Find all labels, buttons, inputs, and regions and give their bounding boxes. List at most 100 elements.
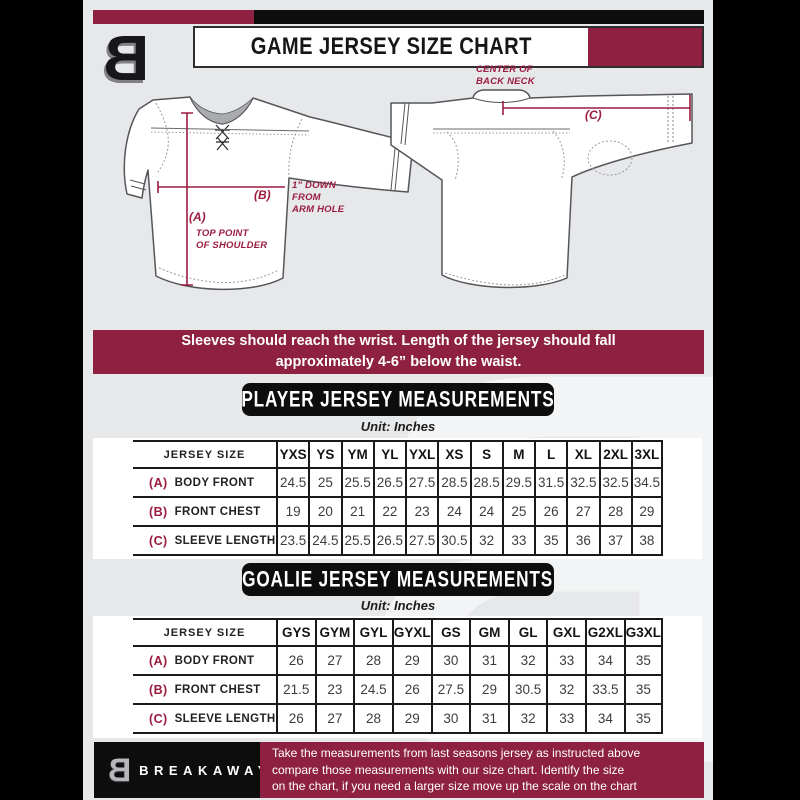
size-column-header: GS [430, 618, 470, 647]
measurement-value: 26 [391, 676, 431, 705]
player-section-heading: PLAYER JERSEY MEASUREMENTS [241, 383, 555, 416]
row-label: (A) BODY FRONT [133, 647, 276, 676]
measurement-value: 32 [469, 527, 502, 556]
shoulder-point-label: TOP POINT OF SHOULDER [196, 228, 268, 251]
measurement-value: 38 [630, 527, 663, 556]
measurement-value: 35 [623, 647, 663, 676]
player-table-panel: JERSEY SIZE YXS YS YM YL YXL XS S M L XL 2XL 3XL (A) B… [93, 438, 702, 559]
size-column-header: YM [340, 440, 373, 469]
measurement-value: 30 [430, 647, 470, 676]
size-column-header: 3XL [630, 440, 663, 469]
measurement-value: 30.5 [437, 527, 470, 556]
measurement-value: 32.5 [598, 469, 631, 498]
measurement-value: 26 [534, 498, 567, 527]
measure-a-key: (A) [189, 210, 206, 224]
measurement-line-back [502, 95, 691, 121]
measurement-value: 21.5 [276, 676, 315, 705]
measurement-value: 37 [598, 527, 631, 556]
measurement-value: 27 [314, 705, 354, 734]
row-label: (B) FRONT CHEST [133, 676, 276, 705]
measurement-value: 25.5 [340, 527, 373, 556]
goalie-measurements-table: JERSEY SIZE GYS GYM GYL GYXL GS GM GL GXL G2XL G3X… [133, 618, 663, 734]
player-measurements-table: JERSEY SIZE YXS YS YM YL YXL XS S M L XL 2XL 3XL (A) B… [133, 440, 663, 556]
measurement-value: 24.5 [308, 527, 341, 556]
measurement-value: 35 [534, 527, 567, 556]
size-column-header: M [501, 440, 534, 469]
row-label: (C) SLEEVE LENGTH [133, 705, 276, 734]
measurement-value: 22 [372, 498, 405, 527]
title-box: GAME JERSEY SIZE CHART [195, 28, 588, 66]
size-column-header: XL [566, 440, 599, 469]
size-column-header: GL [507, 618, 547, 647]
footer-brand-name: BREAKAWAY [139, 762, 272, 778]
measurement-value: 29 [630, 498, 663, 527]
measurement-value: 27.5 [430, 676, 470, 705]
measurement-value: 23 [314, 676, 354, 705]
size-column-header: 2XL [598, 440, 631, 469]
row-label: (C) SLEEVE LENGTH [133, 527, 276, 556]
player-unit-label: Unit: Inches [360, 419, 436, 434]
measure-label: SLEEVE LENGTH [174, 534, 276, 547]
measurement-value: 26 [276, 705, 315, 734]
measure-label: SLEEVE LENGTH [174, 712, 276, 725]
measure-key: (B) [149, 682, 168, 697]
measurement-value: 25 [308, 469, 341, 498]
measurement-value: 35 [623, 676, 663, 705]
measure-key: (C) [149, 711, 168, 726]
size-column-header: GYXL [391, 618, 431, 647]
measurement-value: 26 [276, 647, 315, 676]
measure-c-key: (C) [585, 108, 602, 122]
measurement-value: 32 [507, 705, 547, 734]
measurement-value: 23.5 [276, 527, 309, 556]
page-title: GAME JERSEY SIZE CHART [250, 33, 533, 60]
measurement-value: 28.5 [437, 469, 470, 498]
measurement-value: 26.5 [372, 469, 405, 498]
center-back-neck-label: CENTER OF BACK NECK [476, 64, 535, 87]
size-column-header: G3XL [623, 618, 663, 647]
measurement-value: 34 [585, 647, 624, 676]
top-accent-bar-maroon [93, 10, 254, 24]
measurement-value: 29 [391, 647, 431, 676]
measure-b-key: (B) [254, 188, 271, 202]
breakaway-logo-icon: B [103, 22, 150, 94]
measurement-value: 23 [405, 498, 438, 527]
measure-label: FRONT CHEST [174, 683, 261, 696]
size-column-header: GYM [314, 618, 354, 647]
player-heading-text: PLAYER JERSEY MEASUREMENTS [241, 386, 555, 412]
measure-label: FRONT CHEST [174, 505, 261, 518]
measurement-value: 33.5 [585, 676, 624, 705]
size-column-header: GXL [546, 618, 586, 647]
measurement-value: 20 [308, 498, 341, 527]
title-accent-block [588, 28, 702, 66]
measurement-value: 24 [437, 498, 470, 527]
row-label: (B) FRONT CHEST [133, 498, 276, 527]
sizing-notice: Sleeves should reach the wrist. Length o… [93, 330, 704, 374]
measure-label: BODY FRONT [174, 654, 255, 667]
measurement-value: 35 [623, 705, 663, 734]
measurement-value: 34.5 [630, 469, 663, 498]
measurement-value: 32 [507, 647, 547, 676]
measurement-value: 29 [469, 676, 508, 705]
title-banner: GAME JERSEY SIZE CHART [193, 26, 704, 68]
measurement-value: 24 [469, 498, 502, 527]
measurement-value: 28 [353, 705, 392, 734]
measurement-value: 29 [391, 705, 431, 734]
size-column-header: S [469, 440, 502, 469]
footer-breakaway-logo-icon: B [108, 752, 132, 788]
footer-instructions: Take the measurements from last seasons … [260, 742, 704, 798]
measure-key: (C) [149, 533, 168, 548]
measurement-value: 34 [585, 705, 624, 734]
size-column-header: GYS [276, 618, 315, 647]
measurement-value: 31 [469, 647, 508, 676]
measurement-value: 27 [566, 498, 599, 527]
measurement-value: 24.5 [353, 676, 392, 705]
measurement-value: 33 [546, 705, 586, 734]
measurement-value: 24.5 [276, 469, 309, 498]
goalie-table-panel: JERSEY SIZE GYS GYM GYL GYXL GS GM GL GXL G2XL G3X… [93, 616, 702, 738]
measure-key: (A) [149, 653, 168, 668]
goalie-section-heading: GOALIE JERSEY MEASUREMENTS [242, 563, 554, 596]
measurement-value: 32 [546, 676, 586, 705]
measurement-value: 29.5 [501, 469, 534, 498]
measurement-value: 27.5 [405, 469, 438, 498]
